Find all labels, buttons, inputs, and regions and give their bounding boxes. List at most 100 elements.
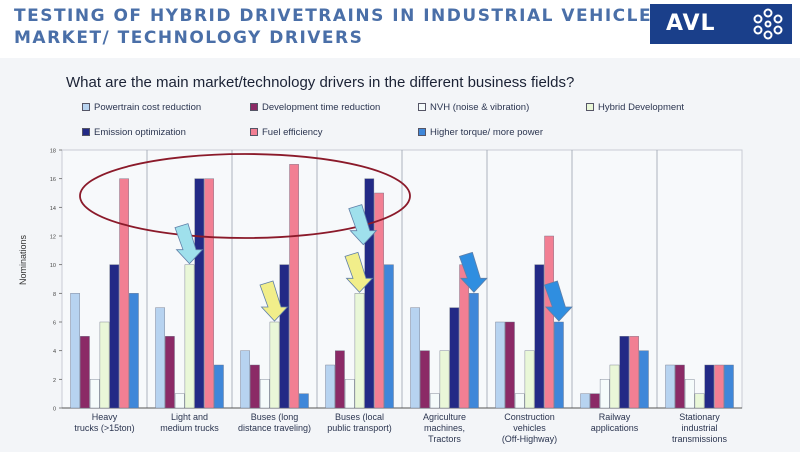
bar — [665, 364, 675, 409]
bar — [599, 379, 610, 409]
bar — [420, 350, 430, 409]
arrow-cyan-icon — [174, 223, 204, 265]
bar — [204, 178, 214, 409]
legend-swatch — [418, 103, 426, 112]
bar — [684, 379, 695, 409]
bar — [675, 364, 685, 409]
legend-swatch — [586, 103, 594, 112]
bar — [80, 336, 90, 409]
x-tick-label: trucks (>15ton) — [74, 423, 134, 433]
bar — [724, 364, 734, 409]
arrow-cyan-icon — [348, 204, 378, 246]
x-tick-label: Agriculture — [423, 412, 466, 422]
y-tick-label: 10 — [50, 263, 56, 269]
bar — [544, 235, 554, 409]
legend-swatch — [82, 128, 90, 137]
legend-swatch — [418, 128, 426, 137]
legend-item: Hybrid Development — [586, 102, 684, 113]
bar — [609, 364, 620, 409]
bar — [384, 264, 394, 409]
arrow-blue-icon — [458, 251, 488, 293]
bar — [289, 164, 299, 409]
x-tick-label: Buses (local — [335, 412, 384, 422]
bar — [580, 393, 590, 409]
bar — [554, 321, 564, 409]
bar — [250, 364, 260, 409]
y-tick-label: 8 — [53, 292, 56, 298]
x-tick-label: distance traveling) — [238, 423, 311, 433]
bar — [590, 393, 600, 409]
y-tick-label: 2 — [53, 378, 56, 384]
bar — [269, 321, 280, 409]
legend-label: Fuel efficiency — [262, 127, 323, 138]
bar — [129, 293, 139, 409]
bar — [459, 264, 469, 409]
x-tick-label: applications — [591, 423, 639, 433]
legend-label: Powertrain cost reduction — [94, 102, 202, 113]
bar — [335, 350, 345, 409]
legend-item: Emission optimization — [82, 127, 186, 138]
bar — [119, 178, 129, 409]
bar — [70, 293, 80, 409]
x-tick-label: public transport) — [327, 423, 392, 433]
x-tick-label: Buses (long — [251, 412, 299, 422]
y-tick-label: 4 — [53, 349, 56, 355]
x-tick-label: vehicles — [513, 423, 546, 433]
logo-text: AVL — [666, 11, 716, 36]
y-tick-label: 6 — [53, 321, 56, 327]
legend-label: Development time reduction — [262, 102, 381, 113]
slide-header: TESTING OF HYBRID DRIVETRAINS IN INDUSTR… — [0, 0, 800, 58]
bar — [524, 350, 535, 409]
bar — [495, 321, 505, 409]
bar — [259, 379, 270, 409]
bar — [99, 321, 110, 409]
x-tick-label: transmissions — [672, 434, 728, 444]
bar — [354, 293, 365, 409]
x-tick-label: Railway — [599, 412, 631, 422]
bar — [89, 379, 100, 409]
x-tick-label: Light and — [171, 412, 208, 422]
bar — [514, 393, 525, 409]
bar — [439, 350, 450, 409]
chart-legend: Powertrain cost reduction Development ti… — [66, 96, 726, 146]
bar — [429, 393, 440, 409]
bar — [374, 192, 384, 409]
bar — [469, 293, 479, 409]
legend-swatch — [82, 103, 90, 112]
legend-swatch — [250, 128, 258, 137]
bar — [194, 178, 205, 409]
avl-mark-icon — [753, 8, 783, 40]
bar — [534, 264, 545, 409]
legend-item: Higher torque/ more power — [418, 127, 543, 138]
bar — [344, 379, 355, 409]
bar — [184, 264, 195, 409]
bar — [449, 307, 460, 409]
y-tick-label: 16 — [50, 177, 56, 183]
bar — [410, 307, 420, 409]
bar — [619, 336, 630, 409]
x-tick-label: (Off-Highway) — [502, 434, 557, 444]
bar — [279, 264, 290, 409]
arrow-blue-icon — [543, 280, 573, 322]
bar — [714, 364, 724, 409]
slide-subtitle: MARKET/ TECHNOLOGY DRIVERS — [14, 28, 364, 48]
highlight-ellipse — [79, 153, 411, 239]
y-tick-label: 12 — [50, 235, 56, 241]
bar — [174, 393, 185, 409]
avl-logo: AVL — [650, 4, 792, 44]
legend-item: Fuel efficiency — [250, 127, 323, 138]
y-tick-label: 14 — [50, 206, 56, 212]
bar — [505, 321, 515, 409]
bar — [214, 364, 224, 409]
slide-title: TESTING OF HYBRID DRIVETRAINS IN INDUSTR… — [14, 6, 666, 26]
arrow-yellow-icon — [344, 251, 374, 293]
legend-item: Development time reduction — [250, 102, 380, 113]
legend-label: Emission optimization — [94, 127, 186, 138]
bar — [325, 364, 335, 409]
chart-title: What are the main market/technology driv… — [66, 74, 575, 91]
legend-item: NVH (noise & vibration) — [418, 102, 529, 113]
bar — [165, 336, 175, 409]
legend-swatch — [250, 103, 258, 112]
bar — [694, 393, 705, 409]
